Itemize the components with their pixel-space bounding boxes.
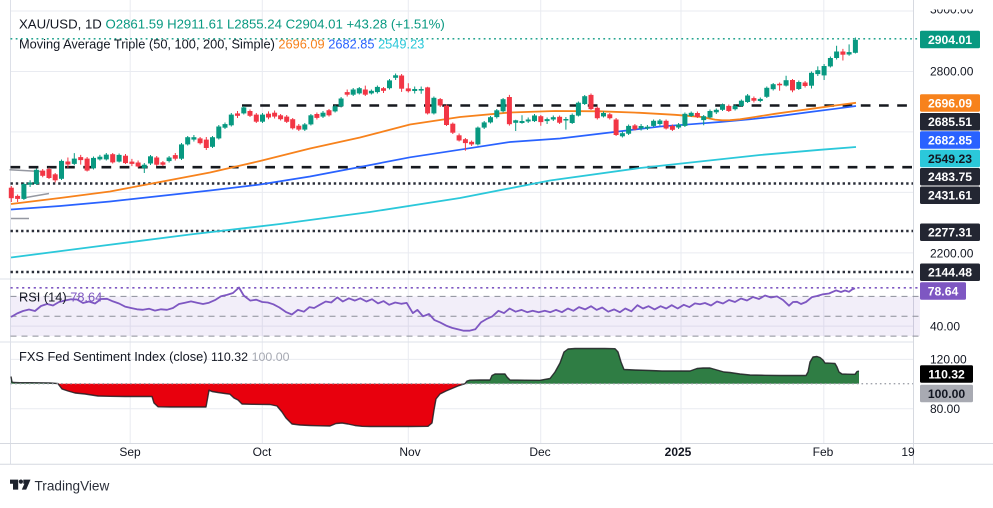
svg-text:2144.48: 2144.48 bbox=[928, 266, 972, 280]
svg-text:Sep: Sep bbox=[119, 445, 141, 459]
svg-text:2800.00: 2800.00 bbox=[930, 65, 974, 79]
svg-text:110.32: 110.32 bbox=[928, 367, 965, 381]
svg-text:120.00: 120.00 bbox=[930, 353, 967, 367]
svg-text:2682.85: 2682.85 bbox=[928, 133, 972, 147]
svg-text:FXS Fed Sentiment Index (close: FXS Fed Sentiment Index (close) 110.32 1… bbox=[19, 349, 290, 364]
svg-text:100.00: 100.00 bbox=[928, 387, 965, 401]
svg-text:2685.51: 2685.51 bbox=[928, 115, 972, 129]
svg-text:XAU/USD, 1D O2861.59 H2911.6: XAU/USD, 1D O2861.59 H2911.61 L2855.24 C… bbox=[19, 16, 445, 31]
svg-text:Moving Average Triple (50, 100: Moving Average Triple (50, 100, 200, Sim… bbox=[19, 36, 424, 51]
svg-text:2904.01: 2904.01 bbox=[928, 33, 972, 47]
svg-text:Dec: Dec bbox=[529, 445, 550, 459]
svg-text:40.00: 40.00 bbox=[930, 319, 960, 333]
svg-text:2696.09: 2696.09 bbox=[928, 96, 972, 110]
svg-text:RSI (14) 78.64: RSI (14) 78.64 bbox=[19, 289, 102, 304]
svg-text:2200.00: 2200.00 bbox=[930, 246, 974, 260]
svg-text:80.00: 80.00 bbox=[930, 402, 960, 416]
svg-text:Oct: Oct bbox=[253, 445, 272, 459]
svg-text:Nov: Nov bbox=[399, 445, 420, 459]
svg-text:Feb: Feb bbox=[813, 445, 834, 459]
svg-text:19: 19 bbox=[901, 445, 915, 459]
svg-text:2431.61: 2431.61 bbox=[928, 189, 972, 203]
svg-text:78.64: 78.64 bbox=[928, 284, 959, 298]
svg-text:2025: 2025 bbox=[665, 445, 692, 459]
svg-text:2277.31: 2277.31 bbox=[928, 226, 972, 240]
svg-text:2549.23: 2549.23 bbox=[928, 152, 972, 166]
svg-text:2483.75: 2483.75 bbox=[928, 170, 972, 184]
svg-text:TradingView: TradingView bbox=[35, 478, 110, 493]
